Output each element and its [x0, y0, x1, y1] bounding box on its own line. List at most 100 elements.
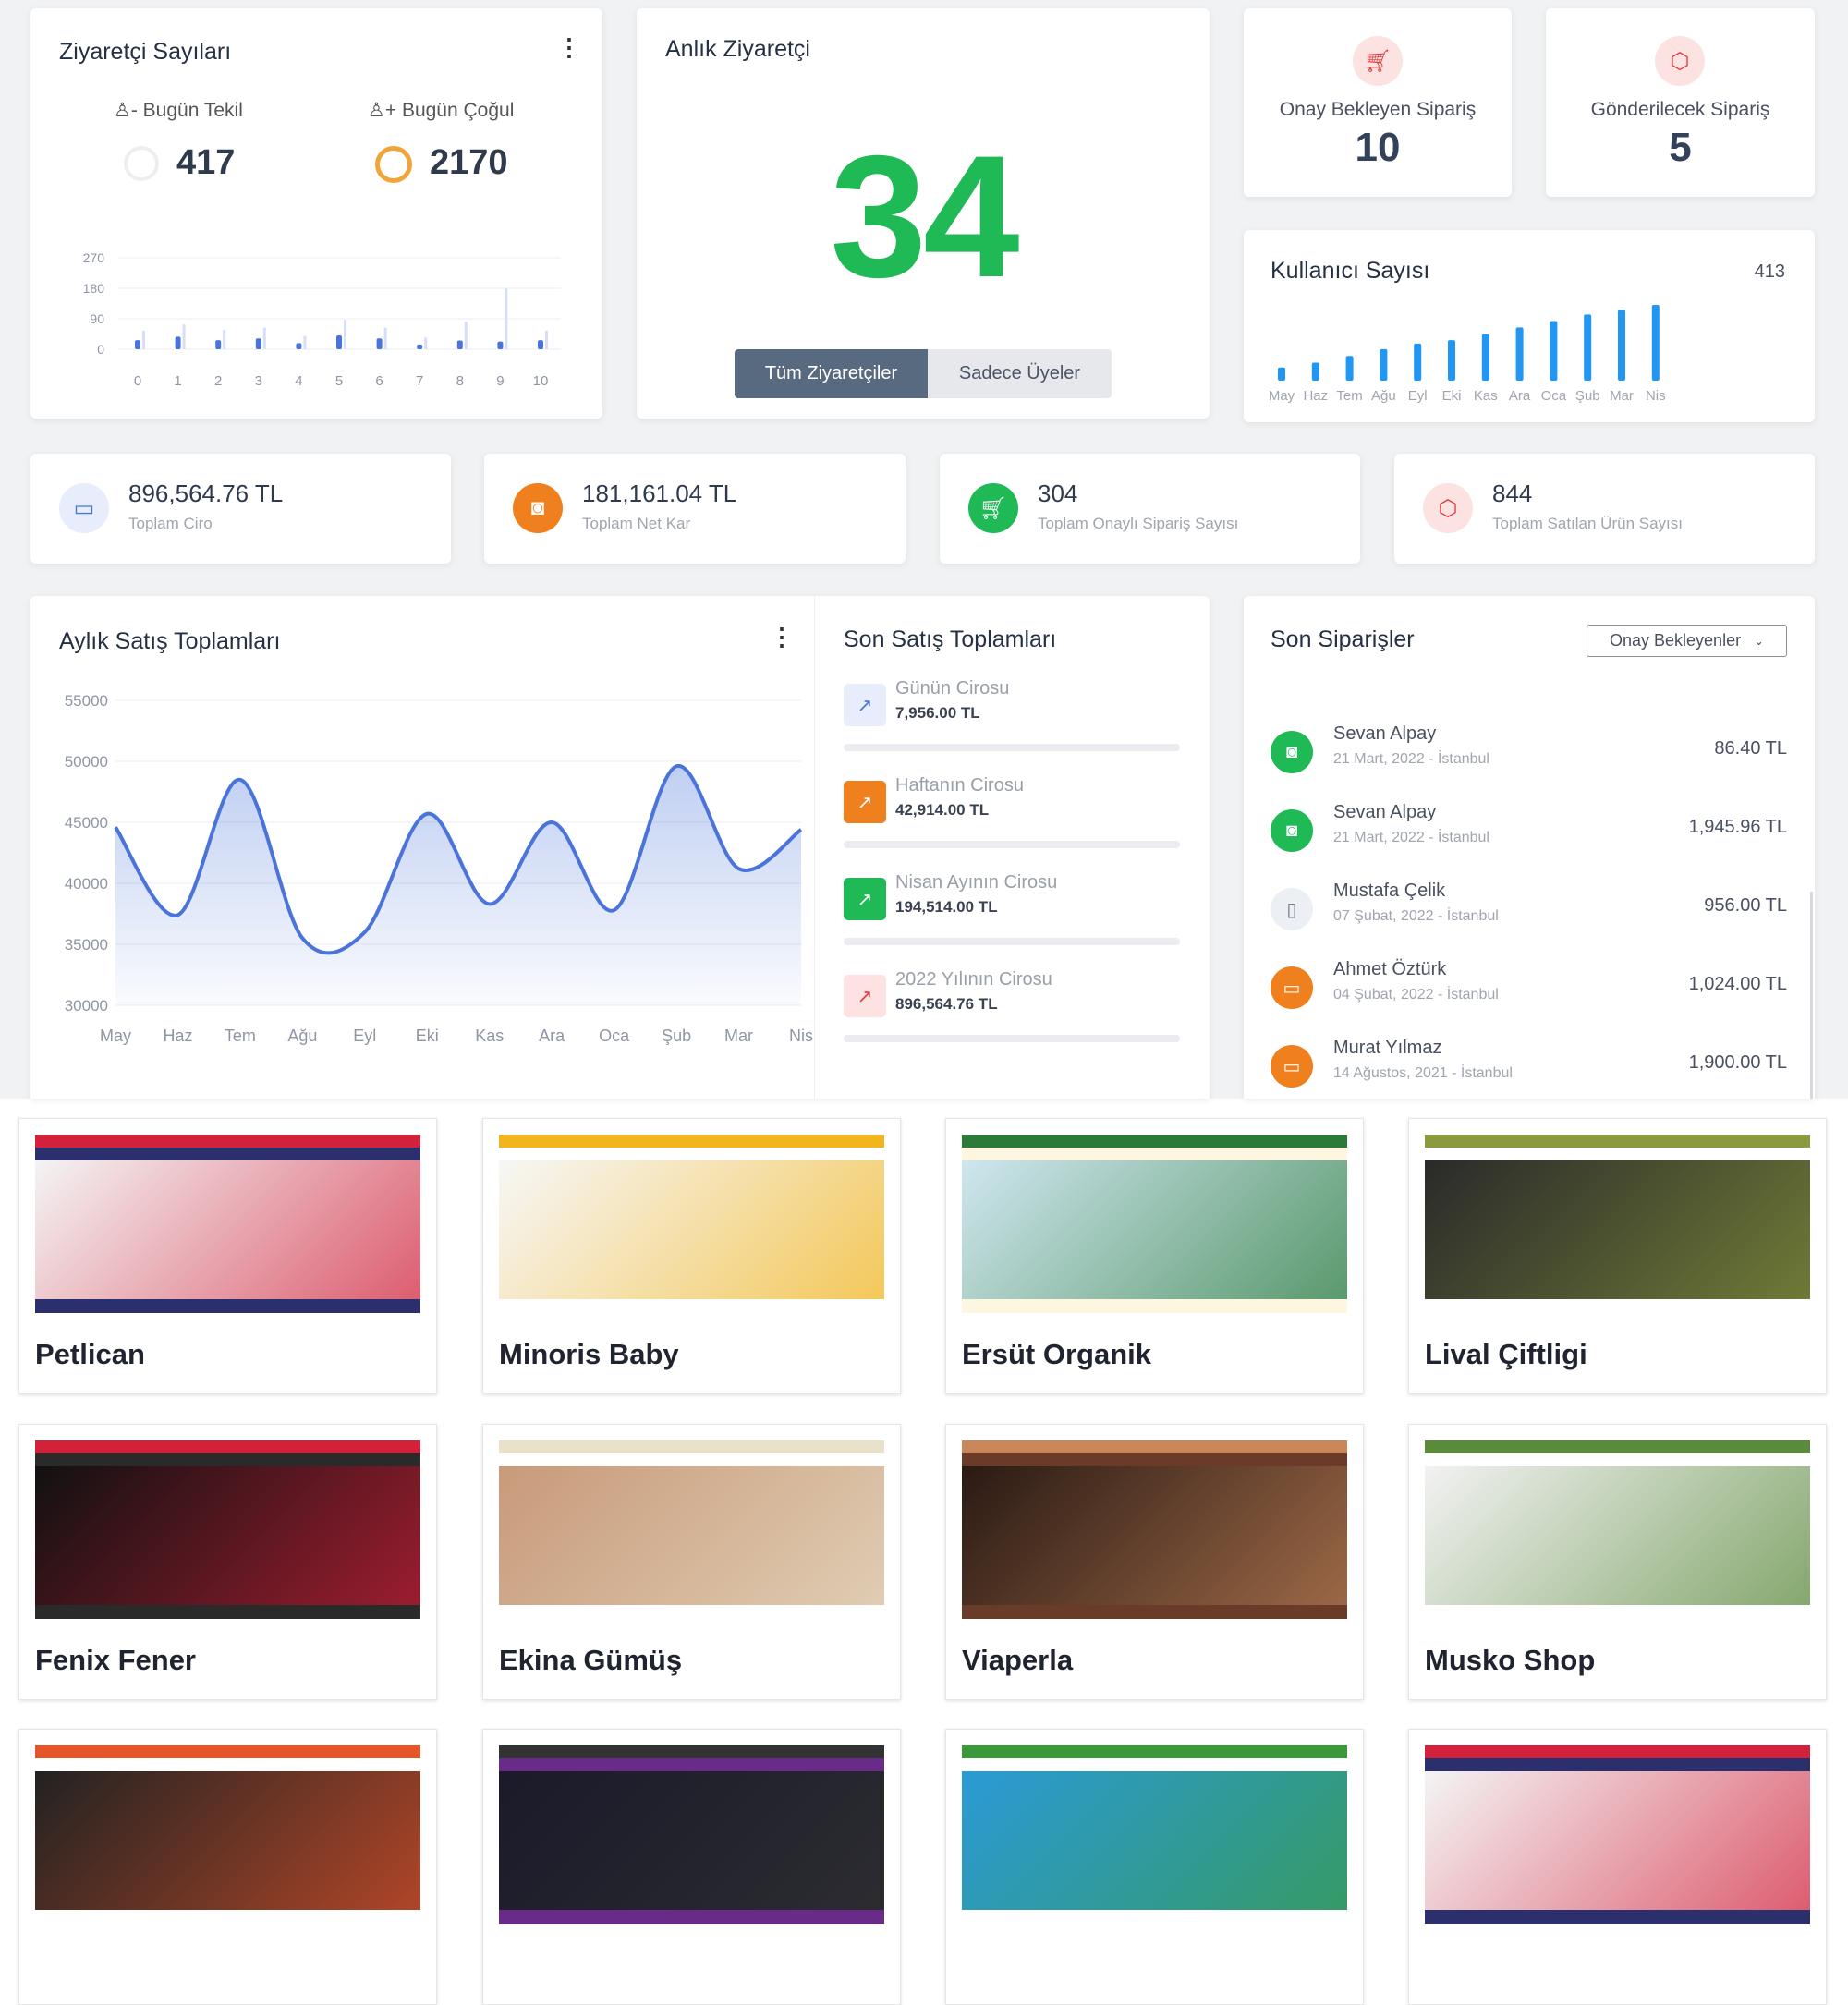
user-bar: [1515, 327, 1524, 381]
store-card[interactable]: [18, 1729, 437, 2005]
store-card[interactable]: [1408, 1729, 1827, 2005]
x-tick-label: 3: [255, 373, 262, 389]
divider: [814, 596, 815, 1099]
x-tick-label: 2: [214, 373, 222, 389]
user-bar: [1481, 334, 1489, 381]
order-filter-select[interactable]: Onay Bekleyenler ⌄: [1587, 625, 1787, 657]
scrollbar[interactable]: [1810, 892, 1813, 1099]
order-meta: 07 Şubat, 2022 - İstanbul: [1333, 908, 1499, 924]
trending-up-icon: ↗: [844, 878, 886, 920]
order-row[interactable]: ◙ Sevan Alpay 21 Mart, 2022 - İstanbul 8…: [1270, 723, 1787, 788]
store-thumbnail: [962, 1440, 1347, 1619]
bar-total: [182, 324, 186, 349]
y-tick-label: 270: [83, 250, 105, 265]
order-row[interactable]: ▯ Mustafa Çelik 07 Şubat, 2022 - İstanbu…: [1270, 881, 1787, 945]
x-tick-label: Haz: [1303, 388, 1328, 404]
x-tick-label: 10: [533, 373, 549, 389]
order-row[interactable]: ◙ Sevan Alpay 21 Mart, 2022 - İstanbul 1…: [1270, 802, 1787, 867]
bar-total: [344, 320, 346, 349]
to-ship-label: Gönderilecek Sipariş: [1590, 99, 1770, 120]
x-tick-label: Eki: [1442, 388, 1462, 404]
store-name: Ersüt Organik: [962, 1338, 1151, 1370]
order-meta: 04 Şubat, 2022 - İstanbul: [1333, 987, 1499, 1002]
store-name: Lival Çiftligi: [1425, 1338, 1587, 1370]
x-tick-label: Ağu: [1371, 388, 1396, 404]
visitor-bar-chart: 270 180 90 0 0 1 2 3 4 5 6 7 8 9 10: [83, 250, 561, 389]
store-card[interactable]: Musko Shop: [1408, 1424, 1827, 1700]
x-tick-label: Haz: [163, 1027, 192, 1045]
stat-label: Toplam Ciro: [128, 515, 213, 532]
bar-total: [424, 337, 428, 349]
live-visitor-count: 34: [830, 119, 1019, 313]
store-name: Musko Shop: [1425, 1644, 1596, 1676]
x-tick-label: Kas: [1474, 388, 1498, 404]
store-name: Minoris Baby: [499, 1338, 679, 1370]
sales-total-label: 2022 Yılının Cirosu: [895, 969, 1052, 990]
sales-total-label: Haftanın Cirosu: [895, 775, 1024, 796]
bar-unique: [135, 340, 140, 349]
order-row[interactable]: ▭ Murat Yılmaz 14 Ağustos, 2021 - İstanb…: [1270, 1038, 1787, 1102]
store-thumbnail: [962, 1135, 1347, 1313]
bar-unique: [417, 344, 423, 349]
members-only-button[interactable]: Sadece Üyeler: [928, 349, 1112, 398]
store-card[interactable]: [482, 1729, 901, 2005]
store-card[interactable]: Fenix Fener: [18, 1424, 437, 1700]
trending-up-icon: ↗: [844, 975, 886, 1017]
store-card[interactable]: Ersüt Organik: [945, 1118, 1364, 1394]
stat-label: Toplam Satılan Ürün Sayısı: [1492, 515, 1683, 532]
order-amount: 86.40 TL: [1714, 738, 1787, 759]
store-thumbnail: [35, 1440, 420, 1619]
stat-label: Toplam Onaylı Sipariş Sayısı: [1038, 515, 1239, 532]
order-amount: 1,024.00 TL: [1688, 974, 1787, 994]
live-visitors-card: Anlık Ziyaretçi 34 Tüm Ziyaretçiler Sade…: [637, 8, 1210, 419]
customer-name: Ahmet Öztürk: [1333, 959, 1447, 979]
bar-unique: [456, 340, 463, 349]
recent-orders-card: Son Siparişler Onay Bekleyenler ⌄ ◙ Sevan…: [1244, 596, 1815, 1099]
user-bar: [1550, 321, 1558, 381]
store-card[interactable]: Ekina Gümüş: [482, 1424, 901, 1700]
bar-total: [303, 335, 307, 349]
bar-unique: [175, 336, 181, 349]
y-tick-label: 45000: [65, 814, 108, 832]
order-row[interactable]: ▭ Ahmet Öztürk 04 Şubat, 2022 - İstanbul…: [1270, 959, 1787, 1024]
store-thumbnail: [1425, 1440, 1810, 1619]
user-bar: [1414, 343, 1422, 381]
all-visitors-button[interactable]: Tüm Ziyaretçiler: [735, 349, 928, 398]
bar-total: [464, 322, 468, 349]
store-card[interactable]: [945, 1729, 1364, 2005]
visitor-counts-card: Ziyaretçi Sayıları ⋮ ♙- Bugün Tekil ♙+ B…: [30, 8, 602, 419]
pending-value: 10: [1355, 125, 1401, 170]
card-title: Kullanıcı Sayısı: [1270, 258, 1430, 284]
bar-total: [383, 327, 387, 349]
card-title: Son Siparişler: [1270, 626, 1415, 652]
stat-value: 304: [1038, 480, 1078, 507]
money-icon: ◙: [513, 483, 563, 533]
x-tick-label: Oca: [1541, 388, 1567, 404]
stat-card: ▭ 896,564.76 TL Toplam Ciro: [30, 454, 451, 564]
order-amount: 1,900.00 TL: [1688, 1052, 1787, 1073]
order-amount: 956.00 TL: [1704, 895, 1787, 916]
store-card[interactable]: Minoris Baby: [482, 1118, 901, 1394]
bar-unique: [215, 340, 222, 349]
bar-total: [262, 327, 266, 349]
x-tick-label: Nis: [1646, 388, 1666, 404]
unique-progress-ring: [124, 146, 159, 181]
store-card[interactable]: Lival Çiftligi: [1408, 1118, 1827, 1394]
y-tick-label: 50000: [65, 753, 108, 771]
stat-value: 844: [1492, 480, 1533, 507]
money-icon: ◙: [1270, 731, 1313, 773]
bar-unique: [296, 343, 302, 349]
x-tick-label: 9: [496, 373, 504, 389]
store-card[interactable]: Viaperla: [945, 1424, 1364, 1700]
box-icon: ⬡: [1423, 483, 1473, 533]
x-tick-label: 0: [134, 373, 141, 389]
x-tick-label: May: [1269, 388, 1295, 404]
x-tick-label: Eki: [416, 1027, 439, 1045]
y-tick-label: 55000: [65, 692, 108, 710]
credit-card-icon: ▭: [59, 483, 109, 533]
x-tick-label: 8: [456, 373, 464, 389]
store-card[interactable]: Petlican: [18, 1118, 437, 1394]
x-tick-label: Nis: [789, 1027, 813, 1045]
x-tick-label: Ara: [1509, 388, 1531, 404]
user-bar-chart: May Haz Tem Ağu Eyl Eki Kas Ara Oca Şub Mar Nis: [1269, 305, 1666, 404]
